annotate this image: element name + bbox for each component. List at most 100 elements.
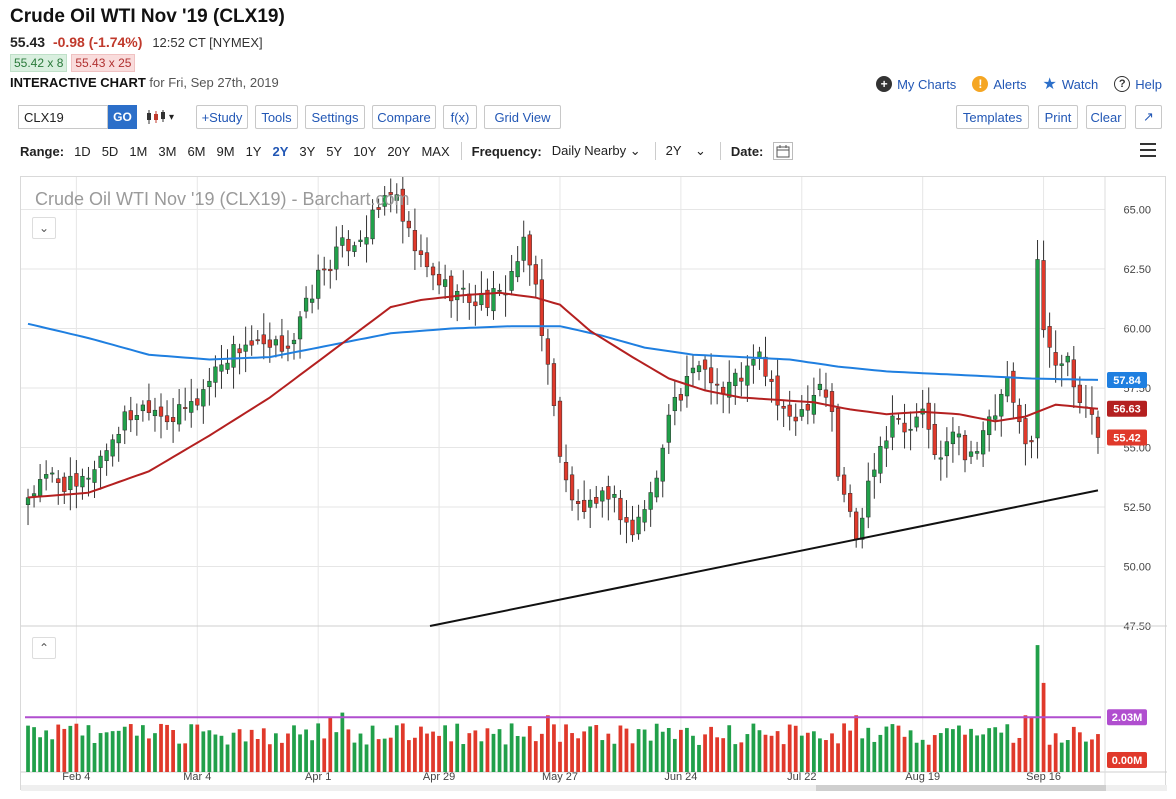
symbol-input[interactable]: CLX19 — [18, 105, 108, 129]
volume-bar — [757, 730, 762, 772]
candle — [841, 474, 847, 495]
candle — [449, 275, 454, 302]
price-badge — [1107, 400, 1147, 417]
volume-bar — [147, 738, 151, 772]
range-20y[interactable]: 20Y — [387, 143, 411, 159]
scrollbar-thumb — [816, 785, 1106, 791]
help-link[interactable]: ? Help — [1114, 76, 1162, 92]
alerts-link[interactable]: ! Alerts — [972, 76, 1027, 92]
range-3m[interactable]: 3M — [158, 143, 177, 159]
watch-link[interactable]: ★ Watch — [1043, 74, 1099, 94]
my-charts-link[interactable]: + My Charts — [876, 76, 956, 92]
candle — [684, 376, 690, 397]
templates-button[interactable]: Templates — [956, 105, 1029, 129]
candle — [696, 365, 702, 373]
price-badge-label: 55.42 — [1113, 433, 1141, 445]
candle — [739, 377, 744, 382]
volume-bar — [255, 739, 260, 772]
chart-type-selector[interactable]: ▾ — [145, 109, 177, 125]
candle — [44, 474, 49, 479]
volume-bar — [1090, 739, 1094, 772]
candle — [835, 408, 841, 477]
frequency-select[interactable]: Daily Nearby ⌄ — [552, 143, 641, 159]
range-1y[interactable]: 1Y — [245, 143, 262, 159]
menu-icon[interactable] — [1140, 143, 1156, 157]
volume-bar — [630, 743, 635, 772]
candle — [255, 339, 260, 342]
volume-bar — [134, 735, 139, 772]
volume-bar — [485, 728, 490, 772]
period-select[interactable]: 2Y ⌄ — [666, 143, 706, 159]
volume-bar — [177, 743, 182, 772]
interactive-label: INTERACTIVE CHART — [10, 75, 146, 90]
x-tick-label: May 27 — [542, 771, 578, 783]
fx-button[interactable]: f(x) — [443, 105, 477, 129]
chevron-down-icon: ⌄ — [629, 143, 641, 158]
candle — [1035, 259, 1040, 439]
study-button[interactable]: +Study — [196, 105, 248, 129]
candle — [612, 494, 617, 498]
range-1m[interactable]: 1M — [129, 143, 148, 159]
range-5d[interactable]: 5D — [101, 143, 119, 159]
range-max[interactable]: MAX — [421, 143, 450, 159]
volume-bar — [539, 733, 544, 772]
volume-bar — [286, 733, 290, 772]
clear-button[interactable]: Clear — [1086, 105, 1126, 129]
calendar-button[interactable] — [773, 142, 794, 160]
go-button[interactable]: GO — [108, 105, 137, 129]
expand-button[interactable]: ↗ — [1135, 105, 1162, 129]
range-10y[interactable]: 10Y — [353, 143, 377, 159]
volume-bar — [328, 718, 333, 772]
volume-bar — [515, 735, 520, 772]
tools-button[interactable]: Tools — [255, 105, 298, 129]
volume-bar — [1011, 742, 1016, 772]
print-button[interactable]: Print — [1038, 105, 1078, 129]
price-badge — [1107, 752, 1147, 768]
candle — [848, 493, 853, 512]
volume-bar — [62, 728, 67, 772]
volume-bar — [745, 734, 750, 772]
volume-bar — [413, 737, 417, 772]
candle — [310, 298, 315, 303]
volume-bar — [213, 734, 218, 772]
volume-bar — [739, 742, 744, 772]
volume-bar — [26, 725, 30, 772]
volume-bar — [394, 725, 399, 772]
compare-button[interactable]: Compare — [372, 105, 436, 129]
volume-bar — [461, 744, 466, 772]
volume-bar — [600, 740, 605, 772]
candle — [515, 261, 520, 278]
candle — [1089, 408, 1095, 415]
volume-bar — [406, 740, 411, 772]
collapse-price-pane-button[interactable]: ⌄ — [32, 217, 56, 239]
range-9m[interactable]: 9M — [216, 143, 235, 159]
volume-bar — [576, 738, 580, 772]
volume-bar — [751, 723, 756, 772]
collapse-volume-pane-button[interactable]: ⌃ — [32, 637, 56, 659]
candle — [660, 447, 665, 482]
y-tick-label: 60.00 — [1123, 324, 1151, 336]
grid-view-button[interactable]: Grid View — [484, 105, 561, 129]
watch-label: Watch — [1061, 76, 1099, 92]
chart-area[interactable]: Feb 4 Mar 4 Apr 1 Apr 29 May 27 Jun 24 Jul 22 A… — [20, 176, 1167, 791]
range-6m[interactable]: 6M — [187, 143, 206, 159]
candle — [727, 381, 732, 398]
range-3y[interactable]: 3Y — [299, 143, 316, 159]
volume-bar — [975, 735, 979, 772]
range-1d[interactable]: 1D — [74, 143, 91, 159]
range-2y[interactable]: 2Y — [272, 143, 289, 159]
range-label: Range: — [20, 143, 65, 159]
expand-arrow-icon: ↗ — [1143, 109, 1154, 124]
volume-bar — [358, 733, 363, 772]
candle — [334, 246, 339, 270]
candle — [890, 415, 895, 438]
ma200-line — [27, 322, 1099, 381]
plus-circle-icon: + — [876, 76, 893, 92]
price-badge-label: 0.00M — [1112, 755, 1143, 767]
range-5y[interactable]: 5Y — [326, 143, 343, 159]
volume-bar — [50, 739, 55, 772]
candle — [31, 493, 37, 497]
settings-button[interactable]: Settings — [305, 105, 365, 129]
volume-bar — [527, 726, 532, 772]
price-chart[interactable]: Feb 4 Mar 4 Apr 1 Apr 29 May 27 Jun 24 Jul 22 A… — [21, 177, 1167, 791]
